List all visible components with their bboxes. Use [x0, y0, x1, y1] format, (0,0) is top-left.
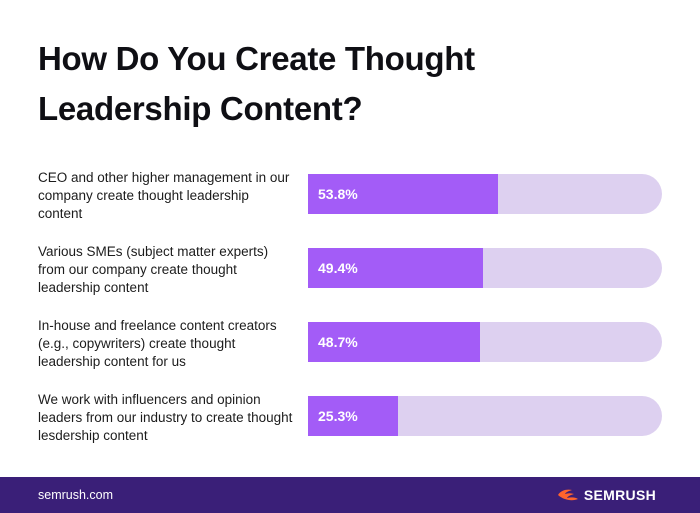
semrush-flame-icon — [557, 489, 578, 501]
bar — [308, 174, 499, 214]
bar-value-label: 53.8% — [318, 186, 358, 202]
bar-row: Various SMEs (subject matter experts) fr… — [0, 239, 700, 309]
category-label: CEO and other higher management in our c… — [38, 170, 290, 221]
bar-row: CEO and other higher management in our c… — [0, 165, 700, 235]
brand-name: SEMRUSH — [583, 487, 656, 503]
brand-logo: SEMRUSH — [557, 477, 656, 513]
bar — [308, 396, 398, 436]
footer-site-url: semrush.com — [38, 488, 114, 502]
bar-value-label: 25.3% — [318, 408, 358, 424]
bar-row: We work with influencers and opinion lea… — [0, 387, 700, 457]
category-label: Various SMEs (subject matter experts) fr… — [38, 244, 269, 295]
category-label: We work with influencers and opinion lea… — [38, 392, 293, 443]
bar-track: 25.3% — [308, 396, 662, 436]
bar-track: 48.7% — [308, 322, 662, 362]
bar-track: 49.4% — [308, 248, 662, 288]
bar — [308, 322, 481, 362]
category-label: In-house and freelance content creators … — [38, 318, 277, 369]
bar — [308, 248, 483, 288]
bar-value-label: 49.4% — [318, 260, 358, 276]
bar-value-label: 48.7% — [318, 334, 358, 350]
bar-track: 53.8% — [308, 174, 662, 214]
footer: semrush.com SEMRUSH — [0, 477, 700, 513]
bar-row: In-house and freelance content creators … — [0, 313, 700, 383]
chart-title: How Do You Create Thought Leadership Con… — [38, 40, 475, 127]
